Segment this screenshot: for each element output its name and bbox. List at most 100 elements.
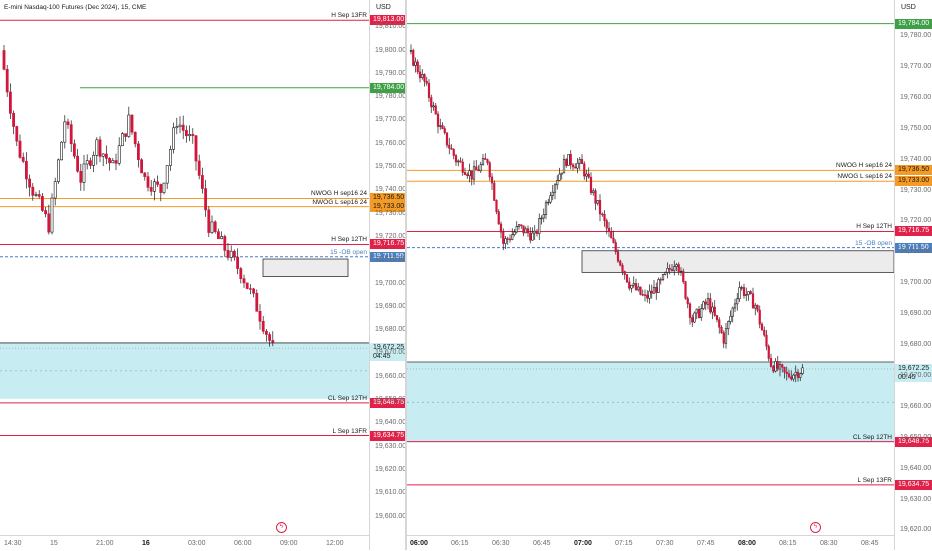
candle [758, 309, 761, 325]
candle [677, 264, 680, 273]
candle [652, 286, 656, 294]
candle [639, 286, 642, 295]
candle [185, 130, 188, 137]
candle [493, 182, 496, 201]
price-tick: 19,650.00 [375, 396, 407, 403]
candle [535, 230, 539, 234]
candle [754, 304, 757, 309]
right-time-axis[interactable]: 06:00 06:15 06:30 06:45 07:00 07:15 07:30 07:45… [407, 535, 894, 551]
candle [137, 143, 140, 161]
candle [794, 371, 797, 376]
price-badge: 19,711.50 [370, 251, 407, 262]
candle [749, 291, 752, 294]
price-tick: 19,670.00 [375, 349, 407, 357]
candle [711, 306, 714, 313]
candle [729, 315, 732, 322]
candle [37, 194, 41, 197]
candle [508, 238, 512, 241]
candle [92, 155, 96, 166]
candle [239, 268, 243, 279]
candle [648, 290, 651, 299]
candle [24, 161, 28, 180]
price-tick: 19,760.00 [375, 139, 407, 147]
right-chart-pane[interactable]: ϟ NWOG H sep16 24 NWOG L sep16 24 H Sep 12… [407, 0, 894, 535]
candle [34, 194, 38, 196]
candle [223, 236, 227, 251]
candle [463, 172, 467, 175]
level-label: H Sep 12TH [856, 223, 892, 231]
candle [488, 162, 491, 178]
candle [18, 140, 22, 158]
price-tick: 19,780.00 [900, 32, 932, 39]
candle [427, 82, 431, 98]
time-tick: 15 [50, 540, 58, 547]
candle [787, 373, 791, 378]
candle [513, 231, 516, 235]
candle [655, 286, 658, 293]
candle [414, 61, 417, 66]
candle [255, 292, 259, 312]
left-price-plot[interactable] [0, 0, 369, 535]
price-tick: 19,780.00 [375, 93, 407, 101]
candle [522, 225, 525, 234]
candle [583, 163, 586, 177]
candle [616, 251, 620, 262]
candle [724, 328, 728, 344]
candle [751, 293, 755, 309]
candle [571, 164, 575, 168]
candle [448, 144, 451, 149]
candle [127, 114, 131, 137]
candle [783, 366, 786, 373]
candle [28, 178, 32, 188]
candle [468, 170, 471, 177]
candle [220, 236, 224, 240]
candle [252, 288, 256, 294]
candle [601, 213, 604, 216]
level-label: NWOG L sep16 24 [312, 198, 367, 206]
candle [264, 330, 268, 335]
pane-divider[interactable] [405, 0, 407, 550]
time-tick: 06:00 [234, 540, 252, 547]
candle [432, 105, 435, 108]
left-price-axis[interactable]: USD 19,813.00 19,784.00 19,736.50 19,733.00… [369, 0, 408, 550]
last-price-badge: 19,672.25 04:45 [370, 343, 408, 362]
lightning-icon[interactable]: ϟ [810, 522, 821, 533]
level-label: L Sep 13FR [332, 427, 367, 435]
candle [12, 112, 16, 127]
candle [497, 211, 500, 225]
fvg-box[interactable] [262, 258, 349, 277]
candle [504, 238, 507, 244]
candle [574, 166, 577, 169]
level-label: 15 -OB open [855, 239, 892, 247]
candle [412, 50, 415, 66]
fvg-box[interactable] [581, 250, 894, 273]
candle [562, 159, 566, 174]
candle [421, 74, 424, 79]
price-tick: 19,680.00 [900, 341, 932, 348]
candle [567, 154, 570, 166]
candle [704, 301, 707, 305]
candle [21, 157, 25, 162]
price-tick: 19,700.00 [375, 279, 407, 287]
candle [632, 283, 635, 286]
candle [443, 128, 446, 134]
candle [607, 227, 611, 232]
price-tick: 19,770.00 [375, 116, 407, 124]
candle [666, 268, 669, 273]
candle [210, 221, 214, 233]
candle [434, 105, 437, 115]
candle [233, 250, 236, 258]
candle [178, 124, 182, 127]
lightning-icon[interactable]: ϟ [276, 522, 287, 533]
candle [430, 97, 433, 108]
left-chart-pane[interactable]: E-mini Nasdaq-100 Futures (Dec 2024), 15… [0, 0, 369, 535]
candle [146, 176, 150, 188]
price-tick: 19,760.00 [900, 93, 932, 101]
price-tick: 19,720.00 [375, 232, 407, 240]
right-price-plot[interactable] [407, 0, 894, 535]
price-tick: 19,740.00 [900, 155, 932, 163]
left-time-axis[interactable]: 14:30 15 21:00 16 03:00 06:00 09:00 12:00 [0, 535, 369, 551]
candle [69, 124, 73, 145]
candle [423, 74, 426, 82]
right-price-axis[interactable]: USD 19,784.00 19,736.50 19,733.00 19,716.75… [894, 0, 932, 550]
